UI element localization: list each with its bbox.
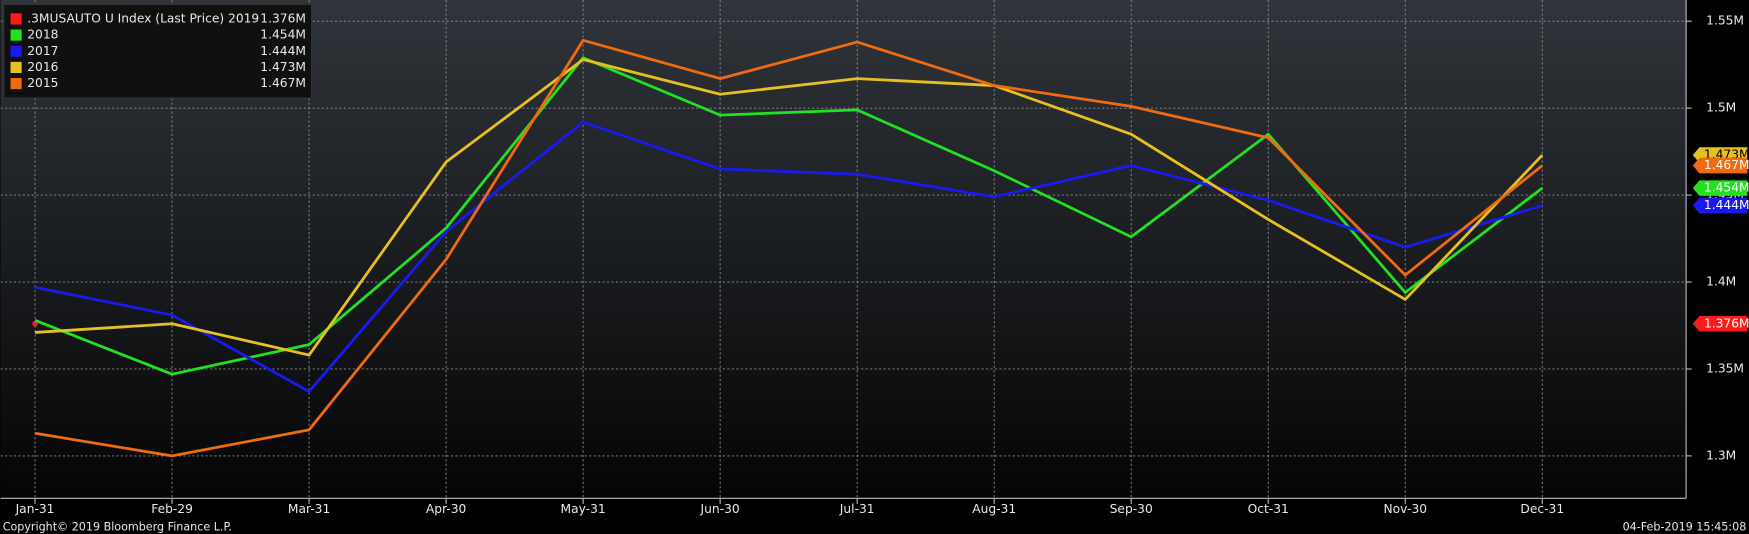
last-value-label: 1.454M xyxy=(1704,181,1749,195)
legend-box xyxy=(3,3,313,99)
last-value-badge xyxy=(1692,315,1748,332)
series-line xyxy=(34,120,1543,393)
y-tick-label: 1.4M xyxy=(1706,275,1736,289)
legend-swatch xyxy=(10,61,22,74)
legend-swatch xyxy=(10,29,22,41)
y-tick-label: 1.3M xyxy=(1706,448,1736,462)
y-tick-label: 1.55M xyxy=(1706,14,1744,28)
x-tick-label: May-31 xyxy=(561,502,606,516)
y-tick-label: 1.5M xyxy=(1706,101,1736,115)
last-value-label: 1.444M xyxy=(1704,198,1749,212)
legend-label: 2018 xyxy=(27,28,58,42)
legend-value: 1.376M xyxy=(260,11,306,25)
series-line xyxy=(34,38,1544,458)
legend-label: 2016 xyxy=(27,60,58,74)
x-tick-label: Aug-31 xyxy=(972,502,1016,516)
legend-label: 2015 xyxy=(27,76,58,90)
legend-value: 1.467M xyxy=(260,76,306,90)
last-value-badge xyxy=(1692,157,1748,174)
legend-swatch xyxy=(10,45,22,57)
x-tick-label: Jan-31 xyxy=(15,502,55,516)
legend-label: 2017 xyxy=(27,44,58,58)
last-value-badge xyxy=(1692,197,1748,214)
x-tick-label: Dec-31 xyxy=(1520,502,1564,516)
series-line xyxy=(34,58,1544,357)
last-value-label: 1.376M xyxy=(1704,316,1749,330)
legend-value: 1.454M xyxy=(260,28,306,42)
footer-right: 04-Feb-2019 15:45:08 xyxy=(1623,520,1747,533)
footer-left: Copyright© 2019 Bloomberg Finance L.P. xyxy=(3,520,232,533)
legend-value: 1.473M xyxy=(260,60,306,74)
x-tick-label: Apr-30 xyxy=(426,502,466,516)
last-value-badge xyxy=(1692,180,1748,196)
x-tick-label: Nov-30 xyxy=(1383,502,1427,516)
legend-swatch xyxy=(10,78,22,90)
axis-background xyxy=(1686,0,1749,499)
legend-value: 1.444M xyxy=(260,44,306,58)
x-tick-label: Sep-30 xyxy=(1110,502,1153,516)
x-tick-label: Mar-31 xyxy=(288,502,330,516)
legend-label: .3MUSAUTO U Index (Last Price) 2019 xyxy=(27,11,259,25)
x-tick-label: Jun-30 xyxy=(700,502,740,516)
point xyxy=(32,320,38,327)
x-tick-label: Oct-31 xyxy=(1248,502,1289,516)
x-tick-label: Jul-31 xyxy=(839,502,875,516)
y-tick-label: 1.35M xyxy=(1706,361,1744,375)
legend-swatch xyxy=(10,13,22,25)
last-value-label: 1.467M xyxy=(1704,158,1749,172)
x-tick-label: Feb-29 xyxy=(151,502,193,516)
